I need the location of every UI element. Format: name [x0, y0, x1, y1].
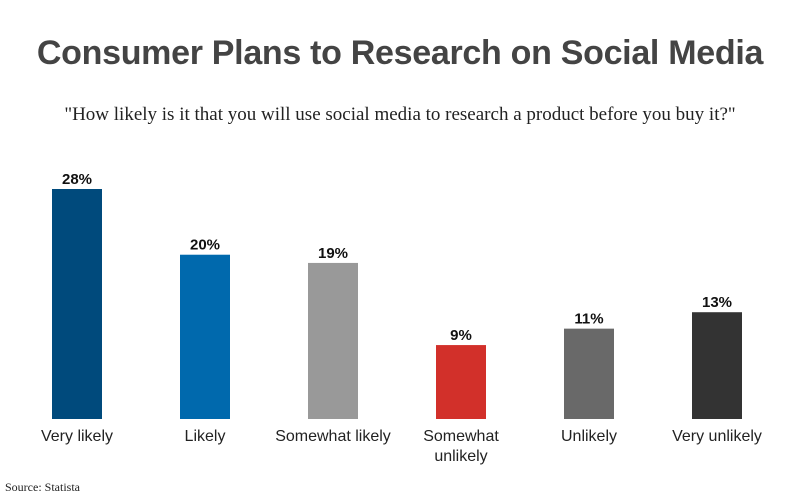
- bars-group: [52, 189, 742, 419]
- bar-1: [52, 189, 102, 419]
- value-label-4: 9%: [450, 327, 472, 344]
- value-labels-group: 28% 20% 19% 9% 11% 13%: [62, 171, 732, 344]
- category-label-2: Likely: [185, 428, 226, 445]
- bar-3: [308, 262, 358, 419]
- chart-title: Consumer Plans to Research on Social Med…: [36, 34, 764, 72]
- category-label-5: Unlikely: [561, 428, 617, 445]
- bar-5: [564, 328, 614, 419]
- value-label-1: 28%: [62, 171, 92, 188]
- value-label-2: 20%: [190, 237, 220, 254]
- value-label-5: 11%: [574, 311, 603, 328]
- bar-6: [692, 312, 742, 419]
- value-label-3: 19%: [318, 245, 348, 262]
- category-label-4: Somewhat unlikely: [423, 428, 499, 465]
- value-label-6: 13%: [702, 294, 732, 311]
- source-note: Source: Statista: [5, 480, 80, 494]
- chart-subtitle: "How likely is it that you will use soci…: [64, 104, 736, 125]
- category-labels-group: Very likely Likely Somewhat likely Somewhat…: [41, 428, 762, 465]
- category-label-6: Very unlikely: [672, 428, 762, 445]
- category-label-3: Somewhat likely: [275, 428, 391, 445]
- bar-4: [436, 345, 486, 419]
- category-label-1: Very likely: [41, 428, 113, 445]
- bar-2: [180, 254, 230, 419]
